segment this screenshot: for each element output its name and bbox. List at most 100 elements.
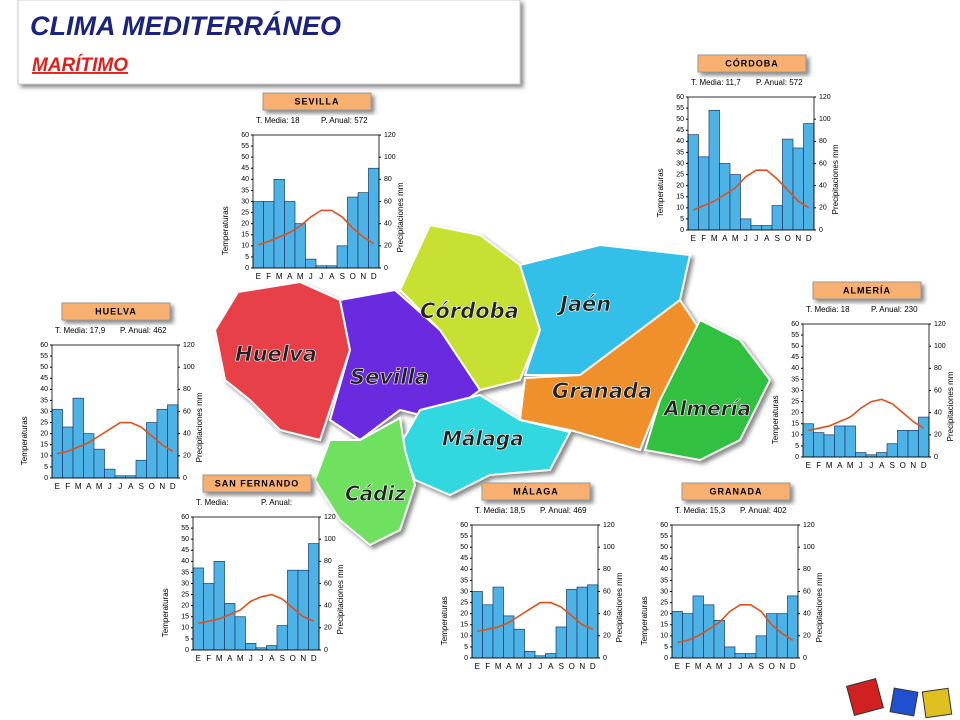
y-axis-label: Temperaturas [20,416,29,465]
y-tick-label: 10 [791,432,799,439]
x-tick-label: A [548,662,554,671]
y-tick-label: 30 [460,588,468,595]
y2-tick-label: 80 [324,558,332,565]
y-tick-label: 10 [40,453,48,460]
y2-tick-label: 80 [603,566,611,573]
annual-precip: P. Anual: 402 [740,506,787,515]
y-tick-label: 20 [791,410,799,417]
x-tick-label: S [759,662,764,671]
y-tick-label: 40 [241,176,249,183]
x-tick-label: J [259,654,263,663]
y-tick-label: 5 [795,443,799,450]
y2-tick-label: 0 [803,655,807,662]
logo-cubes [846,678,953,719]
climogram: CÓRDOBA T. Media: 11,7 P. Anual: 572 0 5 10 15… [656,54,840,243]
precip-bar [813,432,825,458]
y-tick-label: 25 [676,171,684,178]
x-tick-label: F [266,272,271,281]
y-tick-label: 35 [181,569,189,576]
y-tick-label: 20 [676,183,684,190]
x-tick-label: M [711,234,718,243]
region-label: Granada [552,379,652,403]
x-tick-label: A [128,482,134,491]
precip-bar [192,567,204,651]
x-tick-label: S [139,482,144,491]
y-tick-label: 50 [791,343,799,350]
x-tick-label: N [360,272,366,281]
y-tick-label: 10 [460,633,468,640]
y-tick-label: 5 [680,216,684,223]
y-tick-label: 45 [676,127,684,134]
x-tick-label: E [691,234,696,243]
y-axis-label: Temperaturas [640,596,649,645]
x-tick-label: A [86,482,92,491]
y-tick-label: 45 [791,354,799,361]
region-label: Málaga [442,427,524,451]
y-tick-label: 0 [44,475,48,482]
y-axis-label: Temperaturas [771,395,780,444]
x-tick-label: M [847,461,854,470]
x-tick-label: E [475,662,480,671]
y-tick-label: 5 [664,644,668,651]
x-tick-label: O [149,482,155,491]
precip-bar [347,196,359,269]
precip-bar [252,201,264,269]
x-tick-label: D [170,482,176,491]
y-tick-label: 35 [791,376,799,383]
x-tick-label: J [319,272,323,281]
precip-bar [135,459,147,479]
region-cadiz [313,416,417,547]
mean-temp: T. Media: 11,7 [691,78,741,87]
y2-axis-label: Precipitaciones mm [815,572,824,642]
precip-bar [224,603,236,651]
x-tick-label: J [744,234,748,243]
x-tick-label: S [775,234,780,243]
precip-bar [305,258,317,269]
y2-tick-label: 60 [819,160,827,167]
temp-line [692,169,810,211]
precip-bar [886,443,898,458]
x-tick-label: M [716,662,723,671]
y2-tick-label: 100 [803,544,815,551]
y2-tick-label: 100 [384,154,396,161]
precip-bar [755,635,767,659]
y-tick-label: 15 [181,614,189,621]
precip-bar [203,583,215,651]
precip-bar [167,404,179,479]
y-tick-label: 50 [181,536,189,543]
y2-tick-label: 0 [384,265,388,272]
region-label: Córdoba [420,299,519,323]
x-tick-label: S [559,662,564,671]
x-tick-label: J [738,662,742,671]
x-tick-label: O [900,461,906,470]
y-tick-label: 45 [241,165,249,172]
x-tick-label: J [528,662,532,671]
y2-tick-label: 120 [324,514,336,521]
y2-axis-label: Precipitaciones mm [195,392,204,462]
x-tick-label: N [910,461,916,470]
region-label: Huelva [235,342,317,366]
y-tick-label: 35 [660,577,668,584]
y2-tick-label: 20 [324,625,332,632]
precip-bar [803,123,815,231]
y-tick-label: 25 [791,398,799,405]
x-tick-label: N [795,234,801,243]
y-axis-label: Temperaturas [221,206,230,255]
y-tick-label: 50 [241,154,249,161]
y2-tick-label: 80 [934,365,942,372]
x-tick-label: A [879,461,885,470]
x-tick-label: J [538,662,542,671]
y2-tick-label: 0 [934,454,938,461]
climogram: SEVILLA T. Media: 18 P. Anual: 572 0 5 10 15 20… [221,92,405,281]
region-label: Almería [662,397,751,421]
climogram: HUELVA T. Media: 17,9 P. Anual: 462 0 5 10 15 2… [20,302,204,491]
y-tick-label: 35 [676,149,684,156]
y-tick-label: 10 [660,633,668,640]
y2-axis-label: Precipitaciones mm [831,144,840,214]
y-tick-label: 60 [241,132,249,139]
chart-title: MÁLAGA [513,486,559,496]
chart-title: HUELVA [95,306,137,316]
y-tick-label: 35 [40,397,48,404]
x-tick-label: M [237,654,244,663]
x-tick-label: F [65,482,70,491]
